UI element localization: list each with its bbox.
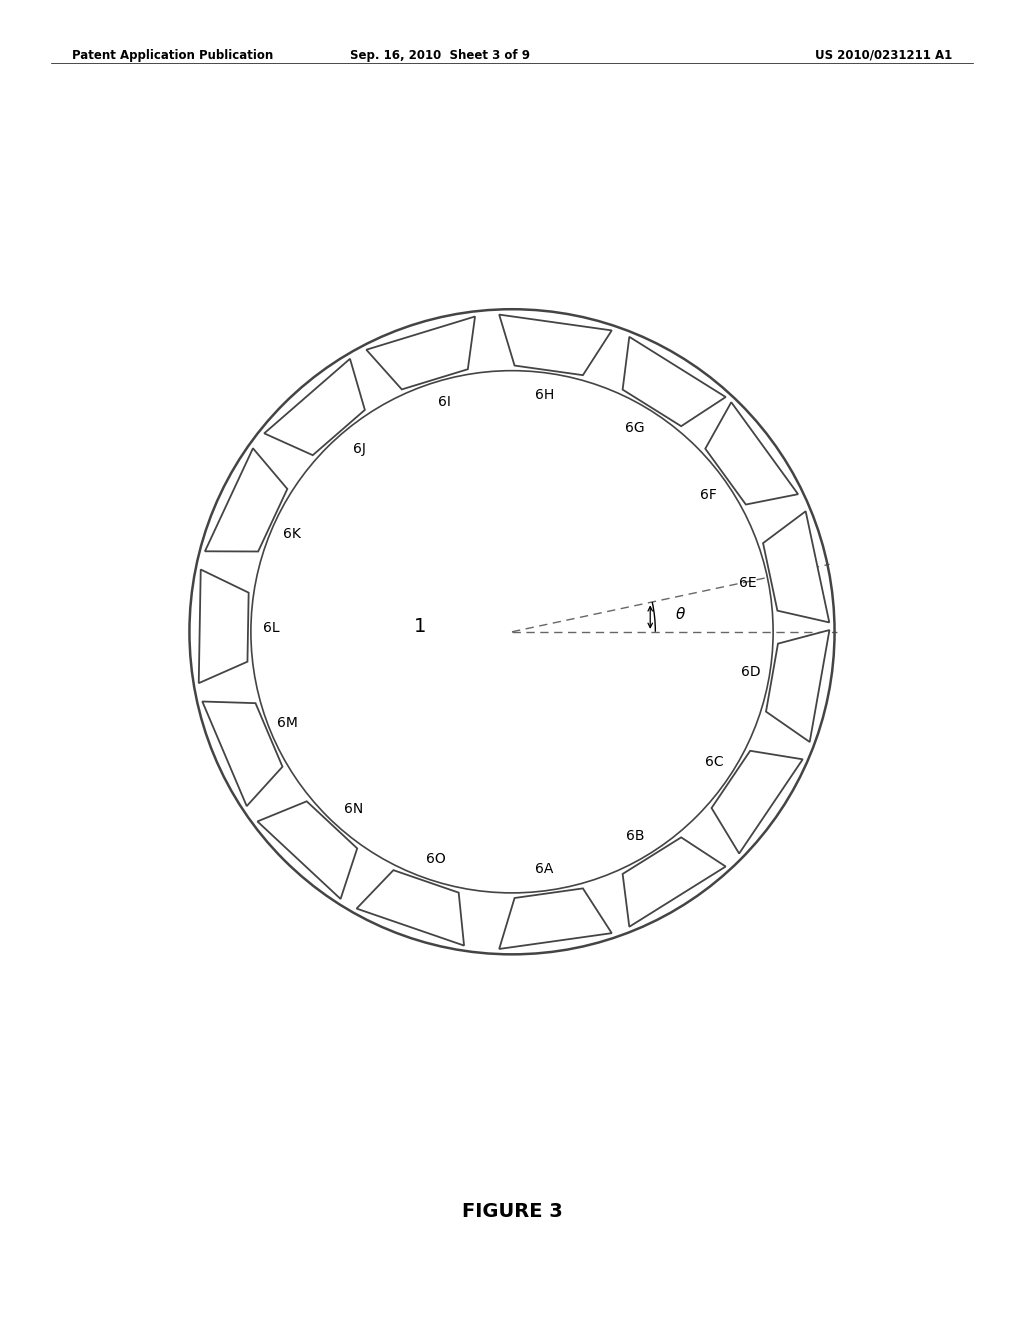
Text: 6K: 6K xyxy=(284,527,301,541)
Text: 6H: 6H xyxy=(535,388,554,401)
Polygon shape xyxy=(205,449,288,552)
Polygon shape xyxy=(766,630,829,742)
Text: 6A: 6A xyxy=(536,862,554,876)
Polygon shape xyxy=(712,751,803,854)
Text: 6B: 6B xyxy=(626,829,644,843)
Polygon shape xyxy=(499,314,611,375)
Polygon shape xyxy=(367,317,475,389)
Text: 6J: 6J xyxy=(353,442,366,457)
Text: 6F: 6F xyxy=(700,488,717,502)
Text: US 2010/0231211 A1: US 2010/0231211 A1 xyxy=(815,49,952,62)
Text: 6E: 6E xyxy=(739,577,757,590)
Text: FIGURE 3: FIGURE 3 xyxy=(462,1203,562,1221)
Text: 6O: 6O xyxy=(426,851,446,866)
Polygon shape xyxy=(356,870,464,945)
Text: 6L: 6L xyxy=(263,620,280,635)
Text: 6I: 6I xyxy=(437,396,451,409)
Text: 6G: 6G xyxy=(626,421,645,434)
Text: Sep. 16, 2010  Sheet 3 of 9: Sep. 16, 2010 Sheet 3 of 9 xyxy=(350,49,530,62)
Text: 6M: 6M xyxy=(278,715,298,730)
Polygon shape xyxy=(706,403,798,504)
Polygon shape xyxy=(623,337,726,426)
Text: 6C: 6C xyxy=(705,755,723,768)
Text: Patent Application Publication: Patent Application Publication xyxy=(72,49,273,62)
Polygon shape xyxy=(257,801,357,899)
Polygon shape xyxy=(203,701,283,807)
Polygon shape xyxy=(763,511,829,623)
Polygon shape xyxy=(499,888,611,949)
Polygon shape xyxy=(264,359,365,455)
Text: θ: θ xyxy=(676,607,685,622)
Polygon shape xyxy=(199,569,249,684)
Text: 6N: 6N xyxy=(344,801,364,816)
Polygon shape xyxy=(623,837,726,927)
Text: 1: 1 xyxy=(414,618,426,636)
Text: 6D: 6D xyxy=(741,665,761,680)
